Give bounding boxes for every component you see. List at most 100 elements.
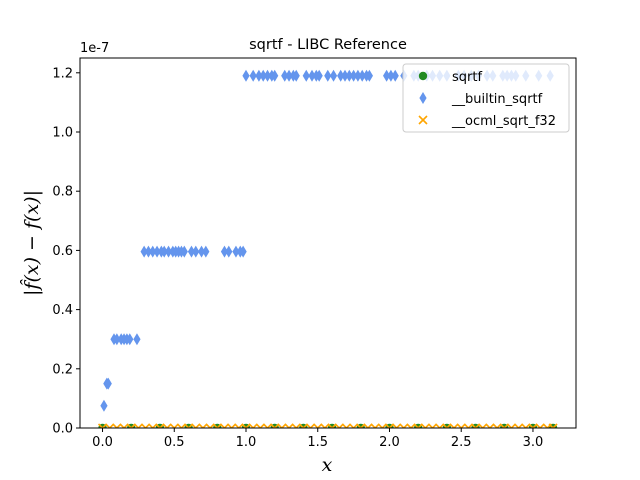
data-point (160, 245, 168, 258)
data-point (119, 423, 129, 428)
data-point (341, 423, 352, 428)
data-point (306, 423, 316, 428)
data-point (506, 423, 517, 428)
data-point (259, 69, 267, 82)
data-point (341, 69, 349, 82)
data-point (220, 245, 229, 258)
legend-marker (418, 115, 428, 125)
data-point (164, 245, 173, 258)
data-point (329, 69, 338, 82)
x-tick-label: 0.5 (164, 435, 185, 450)
data-point (548, 423, 558, 428)
y-tick-label: 0.0 (52, 422, 73, 437)
data-point (406, 423, 416, 428)
data-point (227, 423, 237, 428)
data-point (219, 423, 230, 428)
data-point (141, 423, 151, 428)
data-point (387, 69, 395, 82)
data-point (205, 423, 215, 428)
data-point (463, 423, 473, 428)
data-point (113, 333, 121, 346)
data-point (413, 423, 423, 428)
data-point (270, 423, 280, 428)
data-point (255, 423, 265, 428)
data-point (356, 423, 366, 428)
data-point (284, 423, 294, 428)
data-point (249, 69, 257, 82)
data-point (427, 423, 438, 428)
x-tick-label: 2.0 (379, 435, 400, 450)
data-point (337, 69, 345, 82)
data-point (198, 423, 208, 428)
data-point (528, 423, 538, 428)
data-point (345, 69, 353, 82)
y-tick-label: 0.2 (52, 362, 73, 377)
x-axis-label: x (322, 454, 333, 476)
data-point (383, 69, 391, 82)
legend: sqrtf __builtin_sqrtf __ocml_sqrt_f32 (402, 63, 570, 133)
y-axis: 0.0 0.2 0.4 0.6 0.8 1.0 1.2 (52, 66, 80, 437)
data-point (354, 69, 362, 82)
data-point (499, 423, 509, 428)
data-point (442, 423, 452, 428)
x-tick-label: 0.0 (92, 435, 113, 450)
data-point (350, 69, 358, 82)
data-point (242, 69, 250, 82)
data-point (315, 69, 323, 82)
data-point (239, 245, 247, 258)
data-point (471, 423, 481, 428)
data-point (133, 423, 143, 428)
y-tick-label: 0.4 (52, 303, 73, 318)
legend-box (402, 63, 570, 133)
data-point (392, 423, 402, 428)
data-point (281, 69, 289, 82)
x-tick-label: 1.5 (307, 435, 328, 450)
data-point (298, 423, 308, 428)
data-point (285, 69, 293, 82)
chart-title: sqrtf - LIBC Reference (249, 37, 407, 53)
data-point (105, 423, 115, 428)
data-point (514, 423, 524, 428)
data-point (234, 423, 244, 428)
data-point (302, 69, 310, 82)
legend-label: sqrtf (452, 70, 482, 85)
data-point (112, 423, 122, 428)
data-point (187, 245, 196, 258)
data-point (324, 69, 332, 82)
data-point (377, 423, 387, 428)
data-point (262, 423, 273, 428)
data-point (384, 423, 395, 428)
data-point (191, 423, 201, 428)
data-point (363, 423, 373, 428)
data-point (456, 423, 466, 428)
data-point (313, 423, 323, 428)
data-point (291, 423, 301, 428)
data-point (140, 245, 148, 258)
data-point (144, 245, 153, 258)
data-point (180, 245, 188, 258)
series-2 (97, 423, 558, 428)
y-axis-label: |f̂(x) − f(x)| (20, 190, 43, 296)
data-point (535, 423, 545, 428)
legend-marker (418, 71, 428, 81)
data-point (449, 423, 459, 428)
data-point (292, 69, 300, 82)
data-point (391, 69, 399, 82)
data-point (162, 423, 172, 428)
data-point (169, 423, 179, 428)
y-offset-label: 1e-7 (80, 41, 109, 56)
legend-label: __builtin_sqrtf (451, 92, 543, 107)
data-point (320, 423, 330, 428)
data-point (420, 423, 430, 428)
data-point (202, 245, 210, 258)
data-point (155, 423, 165, 428)
data-point (358, 69, 366, 82)
data-point (521, 423, 531, 428)
x-axis: 0.0 0.5 1.0 1.5 2.0 2.5 3.0 (92, 428, 543, 450)
data-point (492, 423, 502, 428)
y-tick-label: 0.8 (52, 185, 73, 200)
data-point (184, 423, 194, 428)
data-point (100, 399, 108, 412)
x-tick-label: 1.0 (236, 435, 257, 450)
data-point (97, 423, 108, 428)
